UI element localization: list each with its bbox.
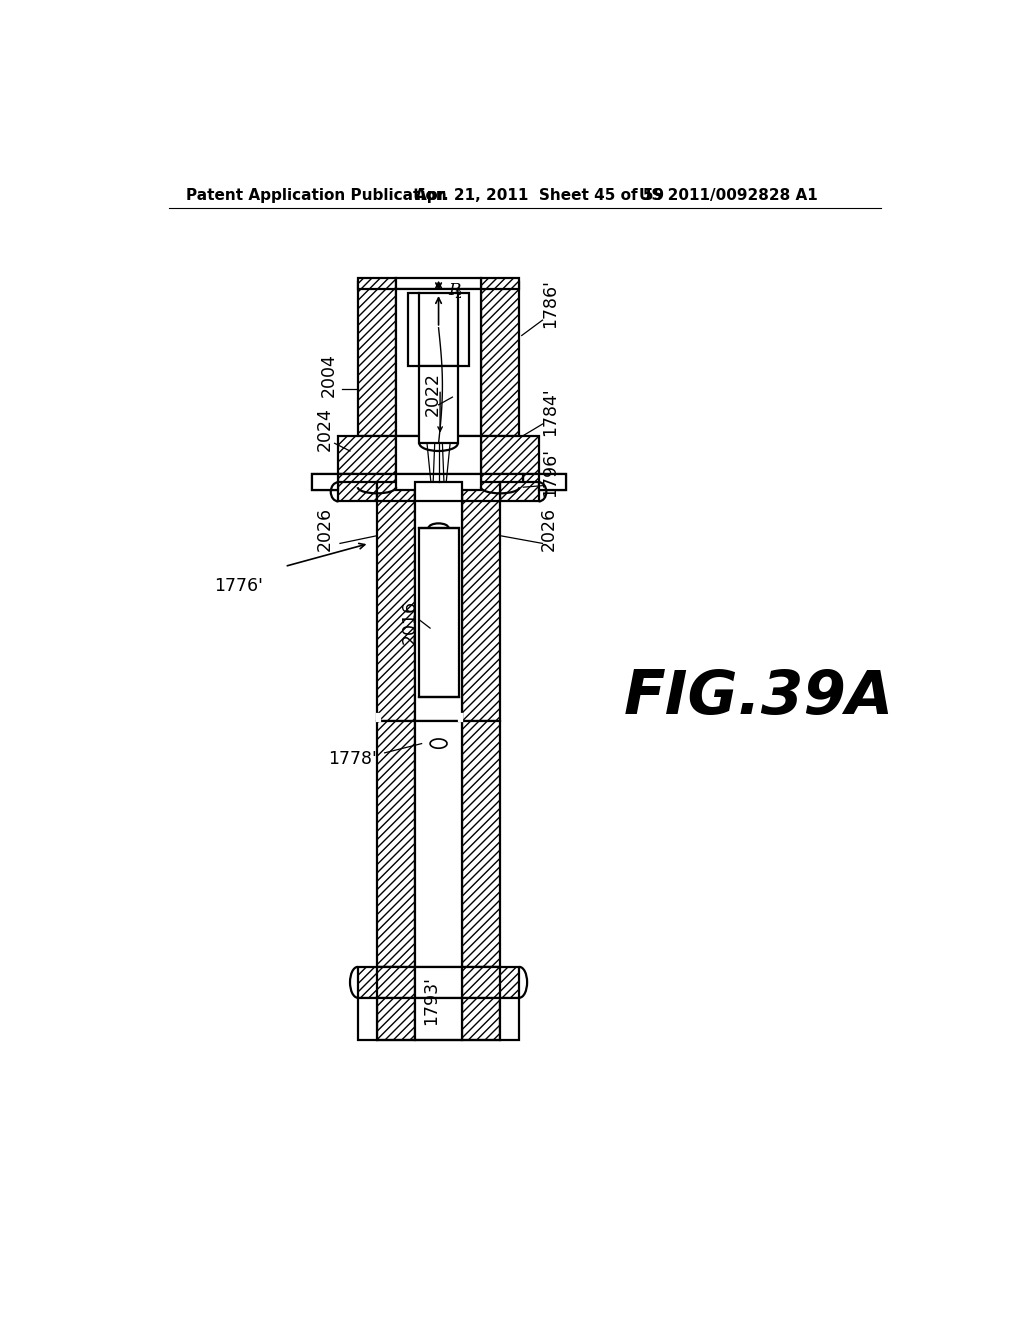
Bar: [339, 474, 396, 490]
Bar: [311, 474, 339, 490]
Text: 2026: 2026: [540, 507, 558, 552]
Bar: [396, 289, 481, 436]
Text: 1793': 1793': [422, 975, 440, 1024]
Text: 1784': 1784': [542, 387, 559, 436]
Bar: [477, 966, 519, 998]
Text: 1778': 1778': [328, 750, 377, 768]
Bar: [462, 490, 500, 721]
Bar: [462, 721, 500, 966]
Text: 1776': 1776': [214, 577, 263, 595]
Bar: [416, 721, 462, 966]
Bar: [357, 277, 396, 289]
Bar: [539, 474, 565, 490]
Bar: [500, 482, 539, 502]
Bar: [416, 998, 462, 1040]
Bar: [339, 482, 377, 502]
Bar: [481, 277, 519, 289]
Text: Patent Application Publication: Patent Application Publication: [186, 187, 446, 203]
Text: US 2011/0092828 A1: US 2011/0092828 A1: [639, 187, 817, 203]
Text: 1796': 1796': [542, 449, 559, 498]
Bar: [377, 490, 416, 721]
Text: 2024: 2024: [315, 407, 334, 451]
Bar: [377, 721, 416, 966]
Text: 2022: 2022: [424, 372, 442, 416]
Bar: [357, 998, 377, 1040]
Bar: [416, 490, 462, 721]
Text: 2: 2: [454, 289, 461, 300]
Bar: [396, 277, 481, 289]
Text: 2004: 2004: [321, 354, 338, 397]
Bar: [500, 998, 519, 1040]
Bar: [408, 293, 469, 367]
Text: Apr. 21, 2011  Sheet 45 of 59: Apr. 21, 2011 Sheet 45 of 59: [416, 187, 665, 203]
Bar: [377, 966, 416, 998]
Bar: [339, 436, 396, 474]
Bar: [462, 966, 500, 998]
Bar: [357, 281, 396, 436]
Bar: [416, 966, 462, 998]
Bar: [523, 474, 565, 490]
Text: R: R: [447, 282, 461, 300]
Bar: [357, 966, 400, 998]
Bar: [416, 482, 462, 502]
Bar: [481, 474, 523, 490]
Bar: [396, 436, 481, 474]
Text: 2026: 2026: [315, 507, 334, 552]
Text: 2016: 2016: [401, 599, 419, 644]
Bar: [396, 474, 481, 490]
Bar: [481, 436, 539, 474]
Text: FIG.39A: FIG.39A: [624, 668, 894, 727]
Bar: [377, 998, 416, 1040]
Bar: [419, 528, 459, 697]
Bar: [419, 367, 458, 444]
Text: 1786': 1786': [542, 279, 559, 327]
Bar: [377, 482, 416, 502]
Bar: [377, 714, 380, 721]
Bar: [462, 998, 500, 1040]
Bar: [481, 281, 519, 436]
Bar: [459, 714, 462, 721]
Bar: [311, 474, 354, 490]
Bar: [462, 482, 500, 502]
